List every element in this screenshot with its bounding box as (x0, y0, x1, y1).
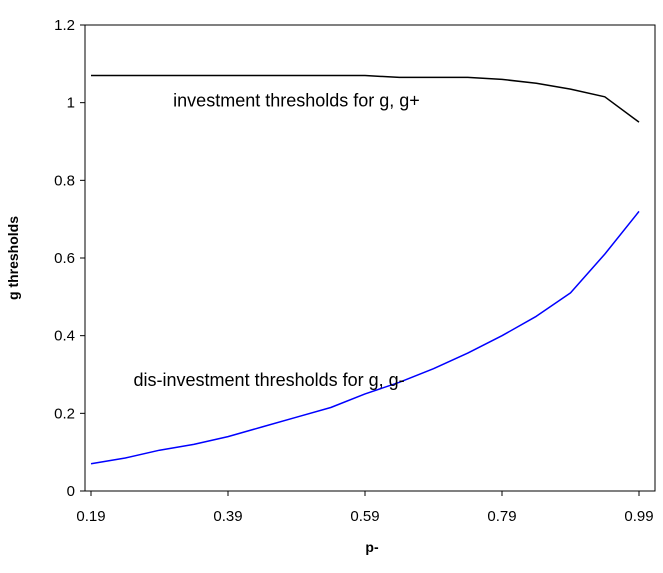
y-tick-label: 0 (67, 483, 75, 500)
x-tick-label: 0.99 (624, 508, 653, 525)
x-axis-title: p- (365, 539, 379, 555)
y-tick-label: 1 (67, 95, 75, 112)
annotation-2: dis-investment thresholds for g, g- (134, 370, 405, 390)
annotation-layer: investment thresholds for g, g+ dis-inves… (134, 91, 420, 391)
y-tick-label: 0.6 (54, 250, 75, 267)
series-layer (90, 74, 640, 465)
x-tick-label: 0.79 (487, 508, 516, 525)
axes: 0 0.2 0.4 0.6 0.8 1 1.2 0.19 0.39 0.59 0.79 0.99 (54, 17, 656, 525)
x-tick-label: 0.39 (213, 508, 242, 525)
y-tick-label: 1.2 (54, 17, 75, 34)
series-line-2 (90, 210, 640, 465)
annotation-1: investment thresholds for g, g+ (173, 91, 420, 111)
y-tick-label: 0.8 (54, 172, 75, 189)
series-line-1 (91, 74, 640, 123)
x-tick-label: 0.19 (76, 508, 105, 525)
y-axis-title: g thresholds (5, 216, 21, 300)
x-tick-label: 0.59 (350, 508, 379, 525)
y-tick-label: 0.2 (54, 405, 75, 422)
y-tick-label: 0.4 (54, 328, 75, 345)
